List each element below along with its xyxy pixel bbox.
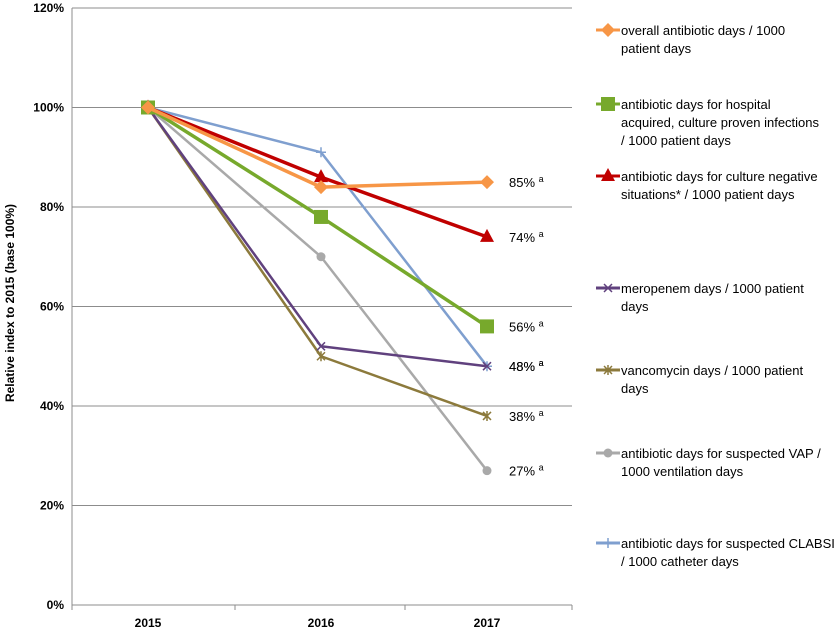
y-tick-label: 80% <box>40 200 64 214</box>
series-1 <box>141 100 494 195</box>
legend-label: meropenem days / 1000 patient <box>621 281 804 296</box>
legend: overall antibiotic days / 1000 patient da… <box>596 23 835 569</box>
legend-label: / 1000 patient days <box>621 133 731 148</box>
data-point-marker <box>480 228 494 242</box>
legend-label: antibiotic days for hospital <box>621 97 771 112</box>
x-tick-label: 2016 <box>308 616 335 630</box>
data-point-marker <box>482 410 492 421</box>
series-6 <box>143 103 492 476</box>
series-line <box>147 106 488 472</box>
end-value-label: 27% a <box>509 463 544 479</box>
grid-lines <box>72 7 572 506</box>
data-point-marker <box>141 100 155 115</box>
legend-label: 1000 ventilation days <box>621 464 744 479</box>
y-tick-label: 40% <box>40 399 64 413</box>
y-tick-label: 60% <box>40 300 64 314</box>
end-value-label: 56% a <box>509 318 544 334</box>
end-value-label: 85% a <box>509 174 544 190</box>
legend-label: / 1000 catheter days <box>621 554 739 569</box>
end-labels: 85% a56% a74% a48% a38% a27% a48% a <box>509 174 544 479</box>
data-point-marker <box>480 319 494 334</box>
legend-label: overall antibiotic days / 1000 <box>621 23 785 38</box>
y-tick-label: 0% <box>47 598 65 612</box>
data-point-marker <box>314 169 328 183</box>
legend-item: meropenem days / 1000 patient days <box>596 281 804 314</box>
data-point-marker <box>314 209 328 224</box>
legend-item: antibiotic days for culture negative situ… <box>596 168 818 202</box>
y-axis-title: Relative index to 2015 (base 100%) <box>3 204 17 402</box>
legend-label: antibiotic days for suspected VAP / <box>621 446 821 461</box>
legend-label: days <box>621 381 649 396</box>
legend-item: vancomycin days / 1000 patient days <box>596 363 803 396</box>
legend-label: days <box>621 299 649 314</box>
x-tick-label: 2015 <box>135 616 162 630</box>
legend-marker <box>603 538 613 548</box>
legend-label: vancomycin days / 1000 patient <box>621 363 803 378</box>
data-series <box>141 99 494 476</box>
legend-label: antibiotic days for culture negative <box>621 169 818 184</box>
legend-marker <box>603 365 613 375</box>
end-value-label: 38% a <box>509 408 544 424</box>
end-value-label: 48% a <box>509 358 544 374</box>
legend-label: situations* / 1000 patient days <box>621 187 795 202</box>
series-2 <box>141 100 494 334</box>
legend-marker <box>603 283 613 293</box>
data-point-marker <box>482 361 492 371</box>
axes: 0% 20% 40% 60% 80% 100% 120% 2015 2016 2017 <box>33 1 573 630</box>
series-7 <box>143 102 492 372</box>
series-line <box>146 106 488 418</box>
data-point-marker <box>314 180 328 195</box>
legend-label: patient days <box>621 41 692 56</box>
y-tick-label: 120% <box>33 1 64 15</box>
legend-label: antibiotic days for suspected CLABSI <box>621 536 835 551</box>
series-line <box>147 106 488 367</box>
y-tick-label: 100% <box>33 101 64 115</box>
data-point-marker <box>316 351 326 362</box>
legend-marker <box>601 23 615 37</box>
y-tick-label: 20% <box>40 499 64 513</box>
data-point-marker <box>480 175 494 190</box>
data-point-marker <box>316 341 326 351</box>
legend-marker <box>601 97 615 111</box>
data-point-marker <box>316 252 326 262</box>
data-point-marker <box>482 466 492 476</box>
series-line <box>146 106 488 368</box>
legend-label: acquired, culture proven infections <box>621 115 820 130</box>
legend-marker <box>603 448 613 458</box>
data-point-marker <box>316 147 326 158</box>
legend-item: antibiotic days for hospital acquired, cu… <box>596 97 820 148</box>
legend-item: overall antibiotic days / 1000 patient da… <box>596 23 785 56</box>
legend-marker <box>601 168 615 181</box>
legend-item: antibiotic days for suspected CLABSI / 10… <box>596 536 835 569</box>
end-value-label: 74% a <box>509 229 544 245</box>
legend-item: antibiotic days for suspected VAP / 1000 … <box>596 446 821 479</box>
end-value-label: 48% a <box>509 358 544 374</box>
x-tick-label: 2017 <box>474 616 501 630</box>
series-4 <box>143 102 492 371</box>
